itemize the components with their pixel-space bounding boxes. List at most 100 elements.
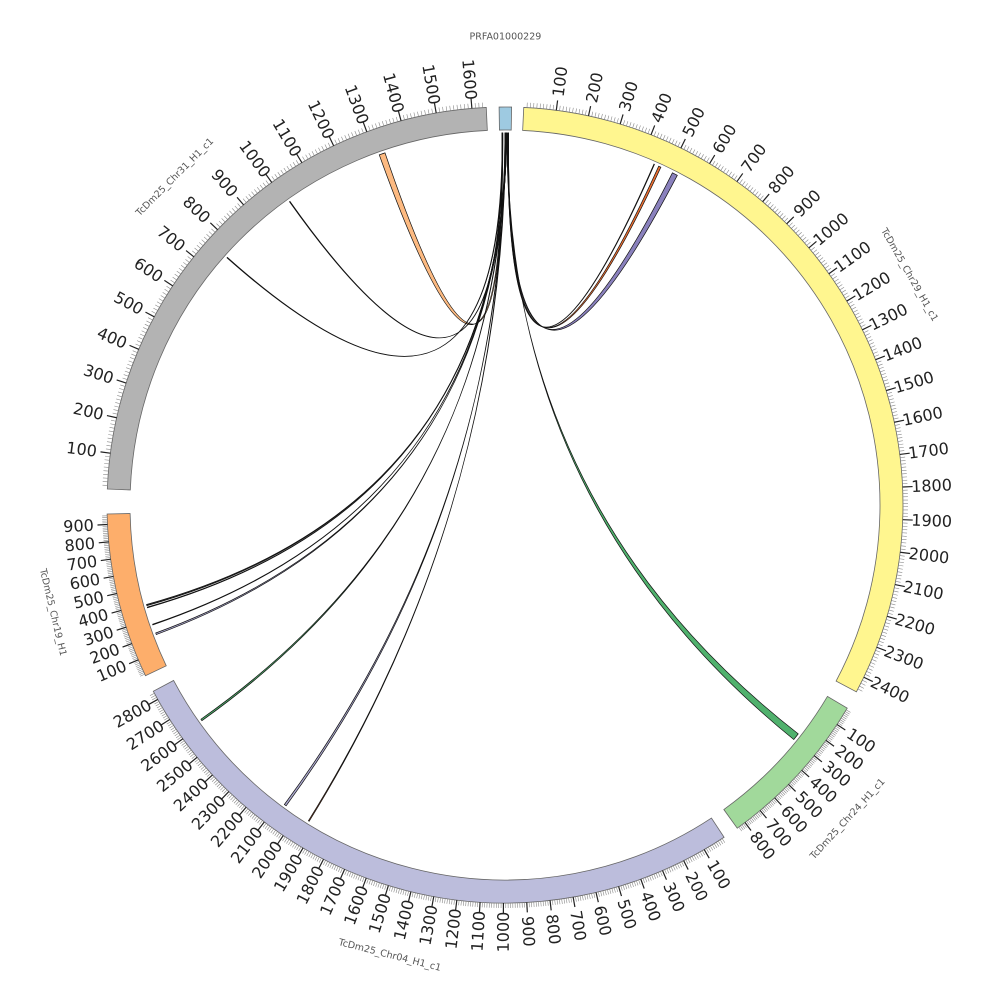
minor-tick xyxy=(107,570,113,573)
major-tick xyxy=(128,659,139,665)
minor-tick xyxy=(814,252,820,256)
minor-tick xyxy=(700,154,704,159)
minor-tick xyxy=(836,281,841,285)
minor-tick xyxy=(887,612,893,615)
minor-tick xyxy=(296,845,300,851)
minor-tick xyxy=(368,879,371,885)
minor-tick xyxy=(757,193,762,198)
minor-tick xyxy=(106,565,112,568)
minor-tick xyxy=(206,234,211,238)
minor-tick xyxy=(717,164,721,169)
minor-tick xyxy=(629,882,632,888)
minor-tick xyxy=(784,788,789,793)
minor-tick xyxy=(660,871,663,877)
minor-tick xyxy=(625,884,628,890)
minor-tick xyxy=(897,437,903,439)
minor-tick xyxy=(578,108,581,114)
minor-tick xyxy=(886,619,892,622)
minor-tick xyxy=(885,385,891,388)
minor-tick xyxy=(898,561,904,564)
minor-tick xyxy=(822,262,828,267)
minor-tick xyxy=(329,863,333,869)
minor-tick xyxy=(874,653,880,656)
minor-tick xyxy=(325,861,328,866)
minor-tick xyxy=(108,430,114,433)
minor-tick xyxy=(666,868,670,874)
tick-label-chr04-1300: 1300 xyxy=(416,903,442,946)
minor-tick xyxy=(545,900,547,906)
minor-tick xyxy=(308,152,312,158)
minor-tick xyxy=(635,124,638,130)
minor-tick xyxy=(107,569,113,571)
minor-tick xyxy=(290,841,294,847)
minor-tick xyxy=(449,105,451,111)
minor-tick xyxy=(410,113,412,119)
link-chr29-13 xyxy=(507,132,678,331)
minor-tick xyxy=(262,823,267,828)
minor-tick xyxy=(272,830,276,835)
tick-label-chr04-500: 500 xyxy=(613,897,640,932)
minor-tick xyxy=(314,149,318,155)
minor-tick xyxy=(109,582,115,585)
minor-tick xyxy=(175,734,181,739)
minor-tick xyxy=(747,185,751,190)
minor-tick xyxy=(151,311,157,314)
minor-tick xyxy=(109,581,115,583)
minor-tick xyxy=(774,208,779,213)
minor-tick xyxy=(221,218,226,223)
minor-tick xyxy=(213,779,218,784)
minor-tick xyxy=(878,366,884,370)
minor-tick xyxy=(402,889,405,895)
minor-tick xyxy=(802,236,807,241)
minor-tick xyxy=(346,870,350,876)
minor-tick xyxy=(593,892,596,898)
minor-tick xyxy=(890,404,896,407)
ideogram-PRFA01000229 xyxy=(498,106,513,131)
minor-tick xyxy=(112,596,118,599)
minor-tick xyxy=(746,821,750,826)
minor-tick xyxy=(753,815,758,820)
minor-tick xyxy=(785,786,790,791)
minor-tick xyxy=(110,419,116,422)
minor-tick xyxy=(125,638,131,641)
minor-tick xyxy=(788,222,793,227)
minor-tick xyxy=(860,682,866,686)
minor-tick xyxy=(891,600,897,602)
minor-tick xyxy=(395,888,398,894)
major-tick xyxy=(296,153,303,164)
minor-tick xyxy=(899,450,905,452)
minor-tick xyxy=(118,391,124,394)
major-tick xyxy=(265,174,273,183)
minor-tick xyxy=(725,169,730,175)
minor-tick xyxy=(656,132,660,138)
minor-tick xyxy=(448,899,451,905)
tick-label-chr31-900: 900 xyxy=(207,165,241,201)
minor-tick xyxy=(104,545,110,547)
minor-tick xyxy=(705,848,710,853)
minor-tick xyxy=(233,799,238,804)
minor-tick xyxy=(375,123,378,129)
minor-tick xyxy=(898,564,904,567)
minor-tick xyxy=(547,900,549,906)
major-tick xyxy=(103,575,114,579)
minor-tick xyxy=(865,333,870,336)
minor-tick xyxy=(845,711,850,715)
minor-tick xyxy=(747,819,752,825)
minor-tick xyxy=(872,351,878,354)
minor-tick xyxy=(211,778,216,782)
minor-tick xyxy=(749,187,754,192)
minor-tick xyxy=(107,572,113,575)
minor-tick xyxy=(171,728,177,733)
minor-tick xyxy=(128,360,134,363)
minor-tick xyxy=(460,900,462,906)
minor-tick xyxy=(838,721,844,725)
minor-tick xyxy=(251,191,255,196)
minor-tick xyxy=(157,707,163,711)
minor-tick xyxy=(231,208,236,213)
minor-tick xyxy=(572,107,574,113)
minor-tick xyxy=(894,587,900,590)
tick-label-chr29-2000: 2000 xyxy=(908,544,951,568)
minor-tick xyxy=(117,613,123,616)
minor-tick xyxy=(141,330,147,334)
minor-tick xyxy=(196,245,201,249)
